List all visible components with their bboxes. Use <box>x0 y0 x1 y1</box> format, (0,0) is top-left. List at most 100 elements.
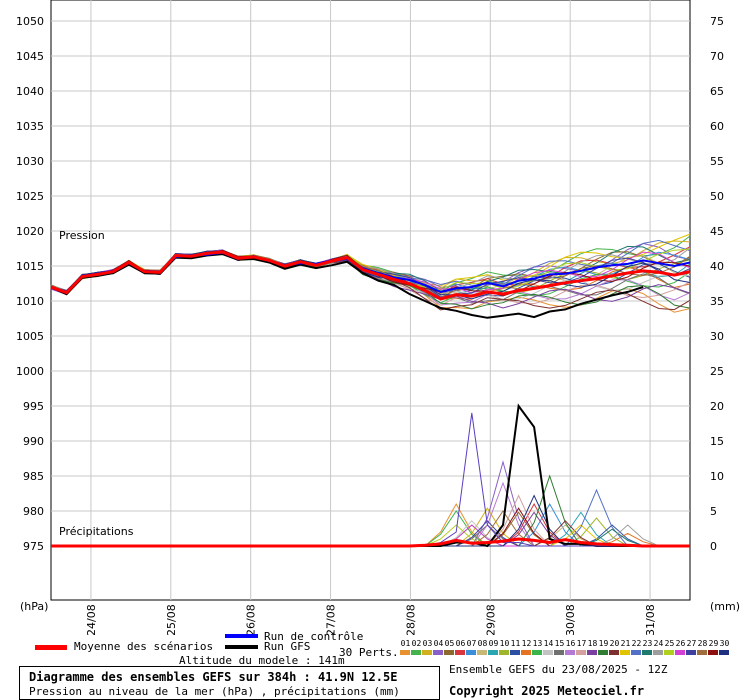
pert-number: 29 <box>708 639 719 648</box>
pert-swatch <box>477 650 487 655</box>
pert-number: 28 <box>697 639 708 648</box>
precip-tick-label: 40 <box>710 260 724 273</box>
pressure-tick-label: 1050 <box>16 15 44 28</box>
control-swatch <box>225 634 258 638</box>
precip-tick-label: 10 <box>710 470 724 483</box>
pert-swatch <box>598 650 608 655</box>
precip-tick-label: 0 <box>710 540 717 553</box>
pert-swatch <box>400 650 410 655</box>
run-info-box: Ensemble GEFS du 23/08/2025 - 12Z Copyri… <box>444 660 740 700</box>
pert-number: 20 <box>609 639 620 648</box>
pert-number: 26 <box>675 639 686 648</box>
pert-swatch <box>510 650 520 655</box>
pressure-pert-line <box>50 252 691 299</box>
date-tick-label: 27/08 <box>325 604 338 635</box>
date-axis: 24/08 25/08 26/08 27/08 28/08 29/08 30/08 31/08 <box>85 604 657 635</box>
pert-swatch <box>675 650 685 655</box>
info-box: Diagramme des ensembles GEFS sur 384h : … <box>19 666 440 700</box>
pert-swatch <box>455 650 465 655</box>
pert-swatch <box>422 650 432 655</box>
pert-number: 12 <box>521 639 532 648</box>
plot-frame <box>50 0 691 601</box>
pressure-axis: 975 980 985 990 995 1000 1005 1010 1015 1020 1025 1… <box>16 15 44 553</box>
precip-tick-label: 65 <box>710 85 724 98</box>
pert-number: 07 <box>466 639 477 648</box>
pressure-tick-label: 975 <box>23 540 44 553</box>
pert-swatch <box>521 650 531 655</box>
pressure-tick-label: 995 <box>23 400 44 413</box>
precip-tick-label: 30 <box>710 330 724 343</box>
pert-number: 01 <box>400 639 411 648</box>
main-series-lines <box>50 250 691 548</box>
precip-panel-label: Précipitations <box>59 525 134 538</box>
pert-number: 03 <box>422 639 433 648</box>
control-legend-label: Run de contrôle <box>264 630 364 643</box>
mean-precip-line <box>51 537 690 548</box>
pert-swatch <box>653 650 663 655</box>
precip-tick-label: 55 <box>710 155 724 168</box>
precip-axis: 0 5 10 15 20 25 30 35 40 45 50 55 60 65 70 75 <box>710 15 724 553</box>
pert-swatch <box>631 650 641 655</box>
pert-number: 24 <box>653 639 664 648</box>
gfs-legend-label: Run GFS <box>264 640 311 653</box>
pressure-tick-label: 1030 <box>16 155 44 168</box>
precip-tick-label: 20 <box>710 400 724 413</box>
pert-swatch <box>587 650 597 655</box>
pert-swatch <box>686 650 696 655</box>
precip-tick-label: 70 <box>710 50 724 63</box>
pert-number: 11 <box>510 639 521 648</box>
pert-number: 15 <box>554 639 565 648</box>
pert-swatch <box>664 650 674 655</box>
precip-tick-label: 75 <box>710 15 724 28</box>
precip-tick-label: 5 <box>710 505 717 518</box>
pressure-tick-label: 1000 <box>16 365 44 378</box>
gfs-swatch <box>225 645 258 649</box>
precip-tick-label: 50 <box>710 190 724 203</box>
pressure-tick-label: 990 <box>23 435 44 448</box>
pressure-tick-label: 1015 <box>16 260 44 273</box>
date-tick-label: 26/08 <box>245 604 258 635</box>
pert-swatch <box>708 650 718 655</box>
pert-number: 18 <box>587 639 598 648</box>
pert-number: 25 <box>664 639 675 648</box>
pressure-tick-label: 985 <box>23 470 44 483</box>
pert-swatch <box>543 650 553 655</box>
pert-number: 23 <box>642 639 653 648</box>
pert-number: 16 <box>565 639 576 648</box>
mean-pressure-line <box>50 250 691 301</box>
altitude-label: Altitude du modele : 141m <box>179 654 345 667</box>
date-tick-label: 24/08 <box>85 604 98 635</box>
copyright-label: Copyright 2025 Meteociel.fr <box>449 684 645 698</box>
pert-number: 22 <box>631 639 642 648</box>
pert-swatch <box>642 650 652 655</box>
pert-swatch <box>565 650 575 655</box>
precip-tick-label: 45 <box>710 225 724 238</box>
pressure-tick-label: 1010 <box>16 295 44 308</box>
perts-legend-label: 30 Perts. <box>339 646 399 659</box>
date-tick-label: 30/08 <box>564 604 577 635</box>
pert-swatch <box>620 650 630 655</box>
pert-number: 17 <box>576 639 587 648</box>
pert-number: 14 <box>543 639 554 648</box>
right-unit-label: (mm) <box>710 600 740 613</box>
precip-tick-label: 60 <box>710 120 724 133</box>
pert-number: 21 <box>620 639 631 648</box>
pressure-tick-label: 1035 <box>16 120 44 133</box>
date-tick-label: 28/08 <box>404 604 417 635</box>
pressure-tick-label: 1025 <box>16 190 44 203</box>
pert-number: 27 <box>686 639 697 648</box>
pert-swatch <box>466 650 476 655</box>
pert-swatch <box>554 650 564 655</box>
pert-swatch <box>411 650 421 655</box>
date-tick-label: 31/08 <box>644 604 657 635</box>
pert-swatch <box>433 650 443 655</box>
pert-swatch <box>697 650 707 655</box>
pert-swatch <box>719 650 729 655</box>
info-title: Diagramme des ensembles GEFS sur 384h : … <box>29 670 398 684</box>
pert-swatch <box>499 650 509 655</box>
pert-number: 08 <box>477 639 488 648</box>
ensemble-run-label: Ensemble GEFS du 23/08/2025 - 12Z <box>449 663 668 676</box>
date-tick-label: 29/08 <box>484 604 497 635</box>
pert-number: 02 <box>411 639 422 648</box>
pert-swatch <box>444 650 454 655</box>
